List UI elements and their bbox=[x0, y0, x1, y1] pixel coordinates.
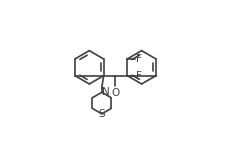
Text: O: O bbox=[111, 88, 120, 98]
Text: F: F bbox=[136, 71, 142, 81]
Text: F: F bbox=[136, 54, 142, 64]
Text: N: N bbox=[102, 87, 110, 97]
Text: S: S bbox=[98, 109, 105, 119]
